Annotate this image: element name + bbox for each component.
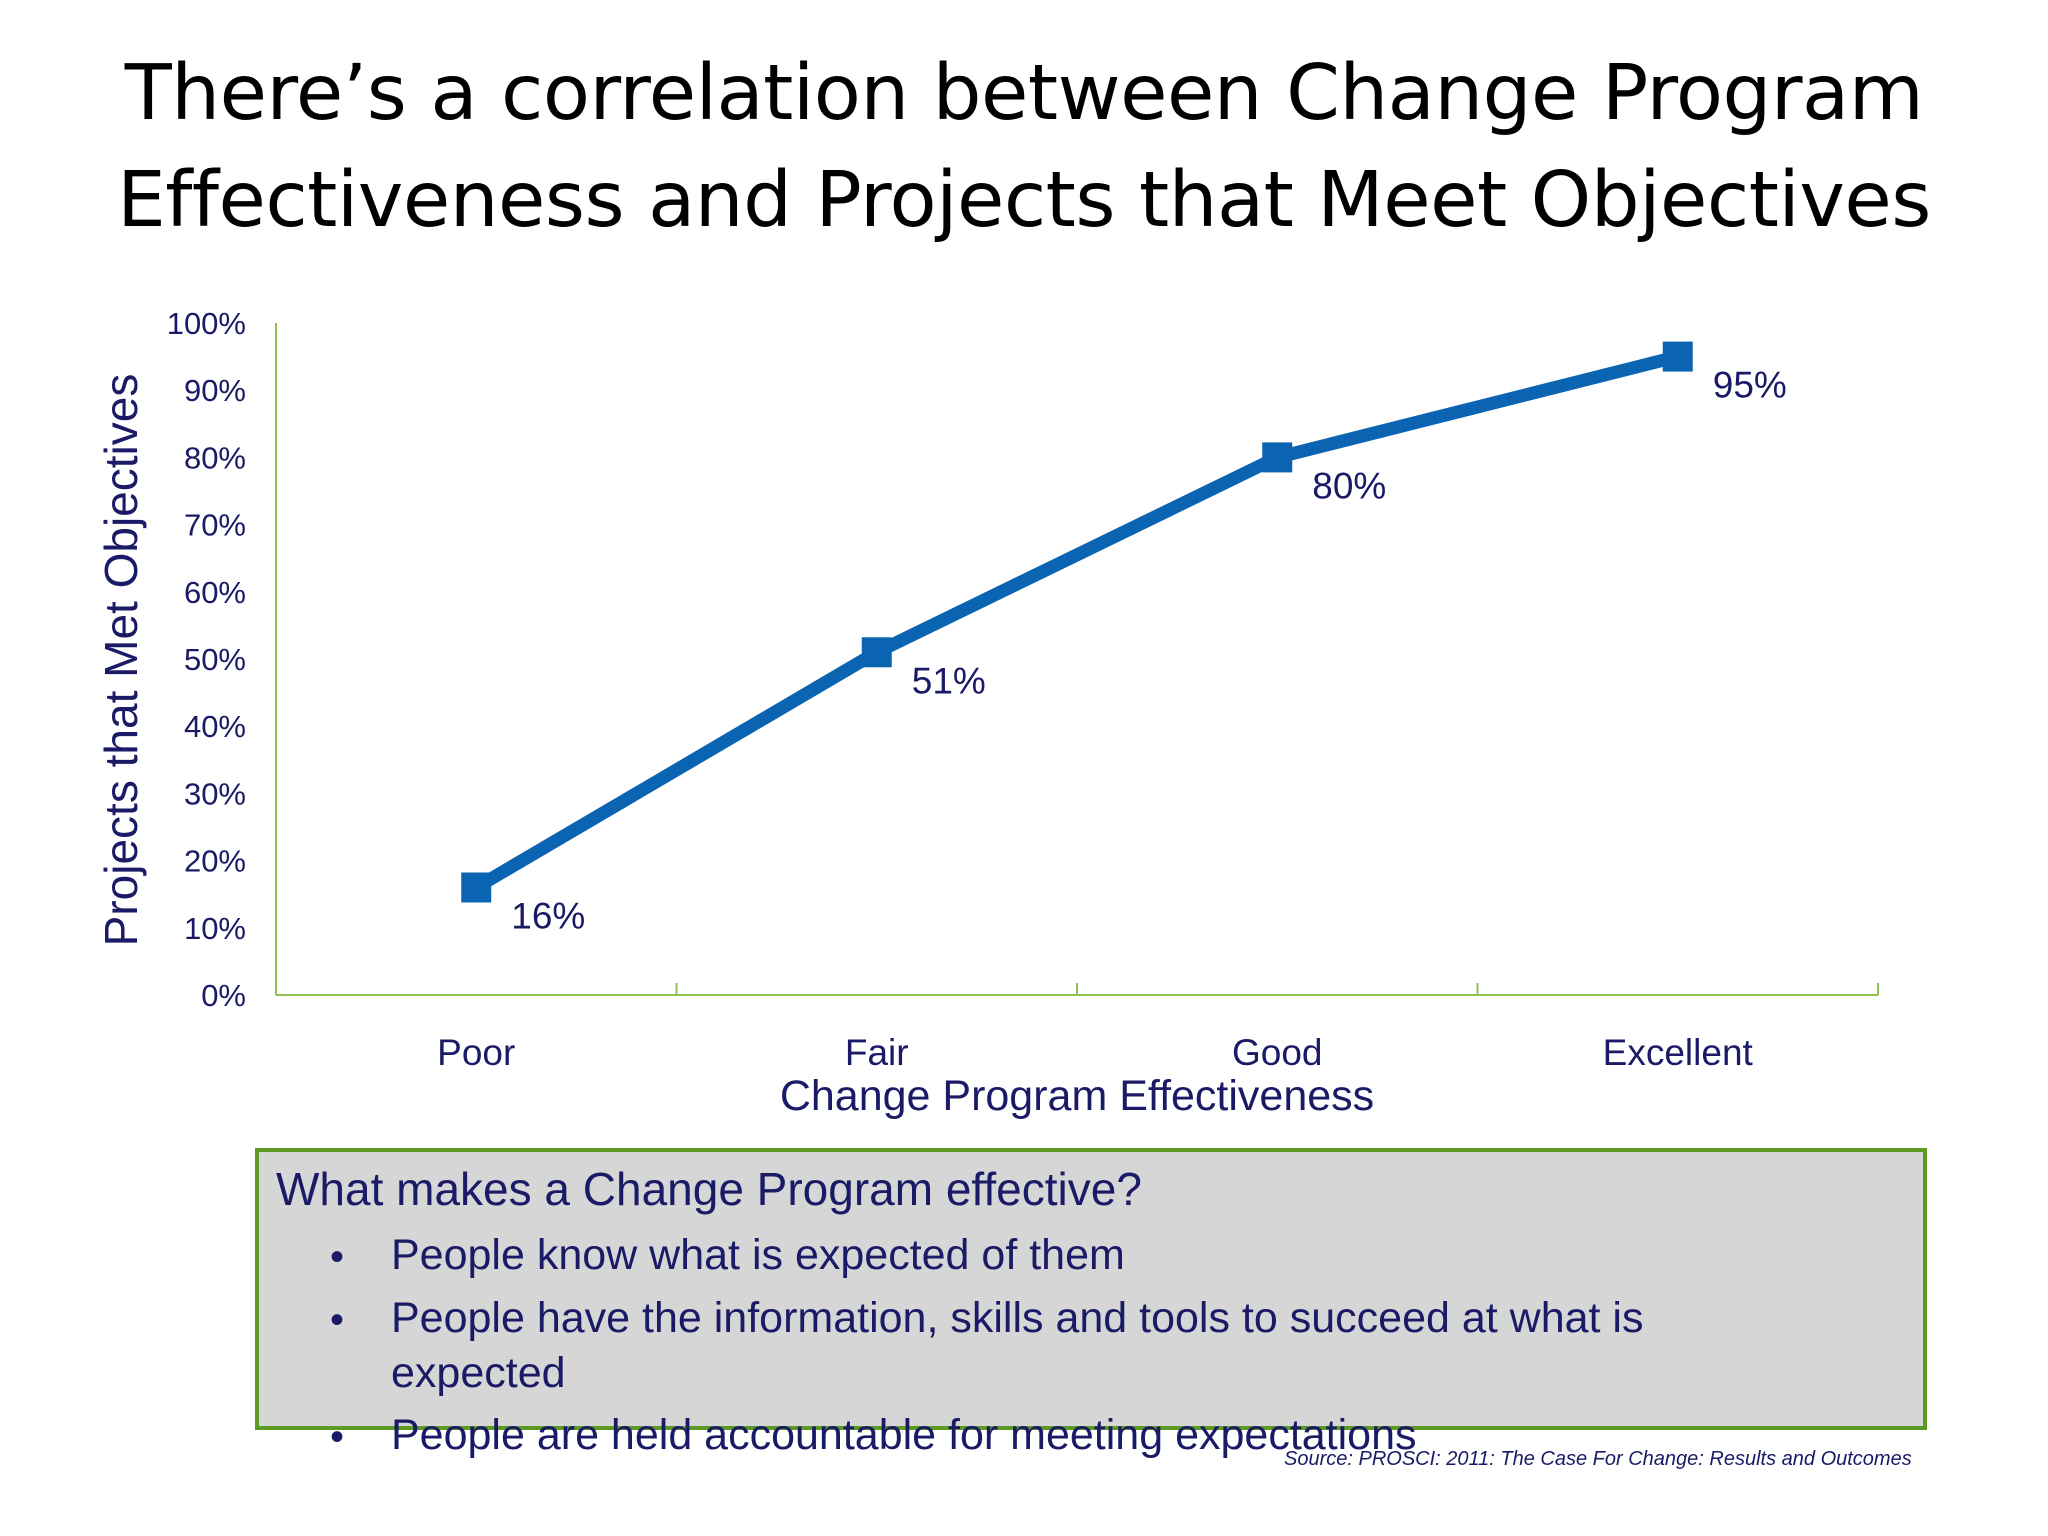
y-tick-label: 70% <box>184 508 246 543</box>
callout-box <box>255 1148 1927 1430</box>
data-marker <box>861 637 892 668</box>
x-tick-label: Good <box>1232 1032 1323 1073</box>
line-chart: 0% 10% 20% 30% 40% 50% 60% 70% 80% 90% 100% Poor Fa… <box>95 306 1879 1120</box>
y-tick-label: 30% <box>184 776 246 811</box>
callout-heading: What makes a Change Program effective? <box>276 1163 1142 1215</box>
y-tick-label: 20% <box>184 844 246 879</box>
y-tick-label: 100% <box>167 306 246 341</box>
series-line <box>472 350 1680 894</box>
bullet-marker: • <box>330 1298 345 1342</box>
data-label: 80% <box>1312 465 1386 506</box>
y-tick-label: 80% <box>184 440 246 475</box>
x-axis-title: Change Program Effectiveness <box>780 1072 1374 1120</box>
y-tick-label: 0% <box>201 978 246 1013</box>
source-note: Source: PROSCI: 2011: The Case For Chang… <box>1284 1448 1912 1470</box>
data-markers <box>461 341 1693 903</box>
title-line-2: Effectiveness and Projects that Meet Obj… <box>117 156 1931 245</box>
bullet-text: People are held accountable for meeting … <box>391 1411 1417 1459</box>
slide-title: There’s a correlation between Change Pro… <box>0 40 2048 254</box>
y-tick-labels: 0% 10% 20% 30% 40% 50% 60% 70% 80% 90% 100% <box>167 306 246 1013</box>
bullet-text: People know what is expected of them <box>391 1231 1125 1279</box>
y-tick-label: 40% <box>184 709 246 744</box>
data-label: 95% <box>1713 365 1787 406</box>
y-tick-label: 10% <box>184 911 246 946</box>
bullet-marker: • <box>330 1235 345 1279</box>
x-tick-label: Excellent <box>1603 1032 1754 1073</box>
y-tick-label: 50% <box>184 642 246 677</box>
y-tick-label: 90% <box>184 373 246 408</box>
title-line-1: There’s a correlation between Change Pro… <box>124 49 1924 138</box>
x-tick-label: Fair <box>845 1032 909 1073</box>
data-marker <box>461 872 492 903</box>
data-marker <box>1262 442 1293 473</box>
bullet-text: People have the information, skills and … <box>391 1294 1644 1397</box>
data-labels: 16% 51% 80% 95% <box>511 365 1787 937</box>
x-tick-marks <box>275 983 1879 995</box>
y-tick-label: 60% <box>184 575 246 610</box>
data-label: 51% <box>912 660 986 701</box>
x-tick-labels: Poor Fair Good Excellent <box>437 1032 1753 1073</box>
x-tick-label: Poor <box>437 1032 515 1073</box>
bullet-marker: • <box>330 1415 345 1459</box>
data-marker <box>1662 341 1693 372</box>
y-axis-title: Projects that Met Objectives <box>95 374 147 947</box>
data-label: 16% <box>511 895 585 936</box>
